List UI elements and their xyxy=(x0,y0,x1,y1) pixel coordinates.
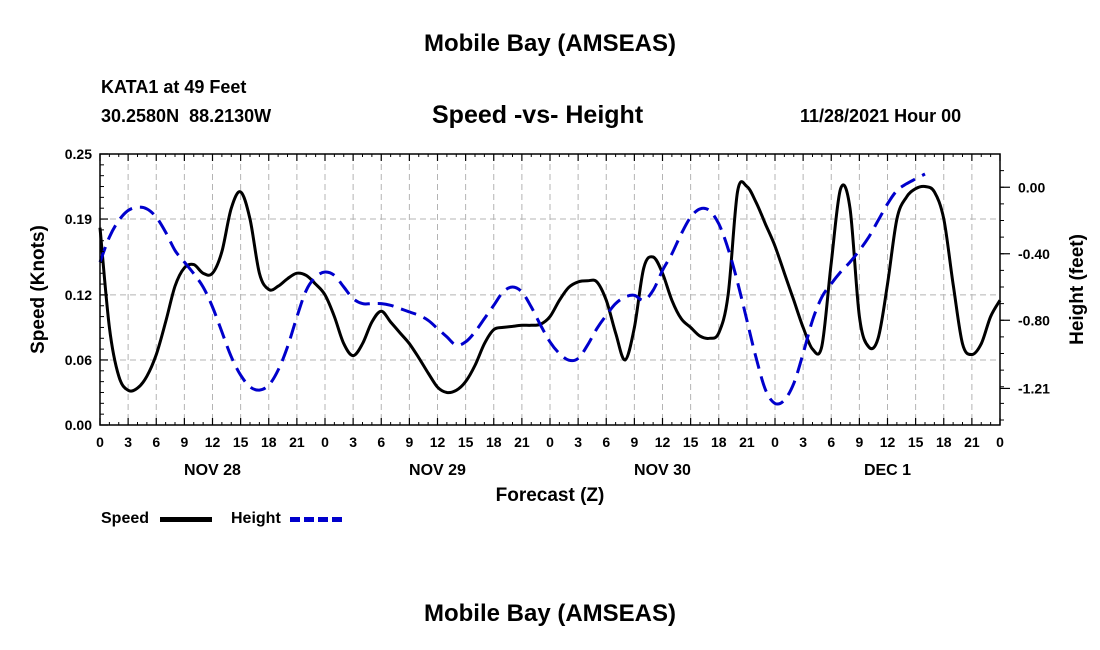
x-tick-label: 18 xyxy=(486,434,502,450)
x-tick-label: 15 xyxy=(908,434,924,450)
x-tick-label: 3 xyxy=(799,434,807,450)
chart-title: Speed -vs- Height xyxy=(432,101,644,129)
x-tick-label: 15 xyxy=(233,434,249,450)
y-tick-label: 0.12 xyxy=(65,287,92,303)
legend-height-label: Height xyxy=(231,510,281,527)
x-tick-label: 21 xyxy=(289,434,305,450)
forecast-datetime: 11/28/2021 Hour 00 xyxy=(800,106,962,126)
x-tick-label: 6 xyxy=(377,434,385,450)
x-tick-label: 0 xyxy=(771,434,779,450)
x-tick-label: 21 xyxy=(514,434,530,450)
y-tick-label: 0.00 xyxy=(65,417,92,433)
y-tick-label: 0.06 xyxy=(65,352,92,368)
date-label: DEC 1 xyxy=(864,462,911,479)
speed-series-line xyxy=(98,180,1002,395)
x-tick-label: 3 xyxy=(124,434,132,450)
x-tick-label: 9 xyxy=(180,434,188,450)
y-tick-label: 0.19 xyxy=(65,211,92,227)
y2-tick-label: 0.00 xyxy=(1018,179,1045,195)
x-tick-label: 12 xyxy=(880,434,896,450)
chart-series xyxy=(98,172,1002,406)
x-tick-label: 9 xyxy=(630,434,638,450)
x-tick-label: 6 xyxy=(827,434,835,450)
x-tick-label: 15 xyxy=(458,434,474,450)
height-series-line xyxy=(98,172,926,406)
x-tick-label: 18 xyxy=(936,434,952,450)
x-tick-label: 15 xyxy=(683,434,699,450)
date-label: NOV 29 xyxy=(409,462,466,479)
x-tick-label: 3 xyxy=(574,434,582,450)
x-tick-label: 21 xyxy=(739,434,755,450)
date-label: NOV 30 xyxy=(634,462,691,479)
x-tick-label: 18 xyxy=(711,434,727,450)
x-tick-label: 12 xyxy=(205,434,221,450)
y-axis-label: Speed (Knots) xyxy=(28,225,49,354)
x-tick-label: 18 xyxy=(261,434,277,450)
chart-axes: 0 3 6 9 12 15 18 21 0 3 6 9 12 15 18 21 0 3 6 9 12 15 18 21 0 3 6 9… xyxy=(65,146,1050,479)
legend-speed-label: Speed xyxy=(101,510,150,527)
x-tick-label: 6 xyxy=(602,434,610,450)
x-tick-label: 12 xyxy=(430,434,446,450)
x-tick-label: 0 xyxy=(96,434,104,450)
x-tick-label: 3 xyxy=(349,434,357,450)
y-tick-label: 0.25 xyxy=(65,146,92,162)
y2-tick-label: -1.21 xyxy=(1018,380,1050,396)
x-tick-label: 9 xyxy=(855,434,863,450)
station-label: KATA1 at 49 Feet xyxy=(101,77,247,97)
x-tick-label: 9 xyxy=(405,434,413,450)
x-tick-label: 6 xyxy=(152,434,160,450)
x-axis-label: Forecast (Z) xyxy=(496,485,605,506)
y2-tick-label: -0.40 xyxy=(1018,246,1050,262)
date-label: NOV 28 xyxy=(184,462,241,479)
x-tick-label: 21 xyxy=(964,434,980,450)
legend-speed-swatch xyxy=(160,517,212,522)
x-tick-label: 0 xyxy=(321,434,329,450)
x-tick-label: 0 xyxy=(996,434,1004,450)
page-title: Mobile Bay (AMSEAS) xyxy=(423,30,677,57)
footer-title: Mobile Bay (AMSEAS) xyxy=(423,600,677,627)
x-tick-label: 0 xyxy=(546,434,554,450)
y2-axis-label: Height (feet) xyxy=(1067,234,1088,345)
chart-gridlines xyxy=(100,154,1000,425)
x-tick-label: 12 xyxy=(655,434,671,450)
station-coordinates: 30.2580N 88.2130W xyxy=(101,106,272,126)
y2-tick-label: -0.80 xyxy=(1018,312,1050,328)
legend-height-swatch xyxy=(290,517,342,522)
